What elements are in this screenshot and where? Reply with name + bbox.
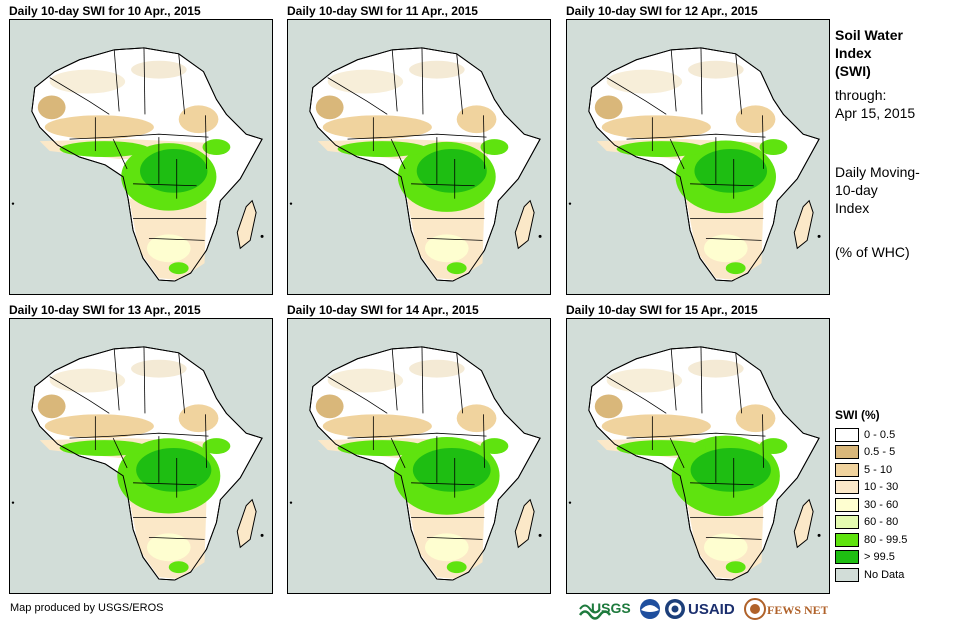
legend-label: No Data (864, 568, 905, 581)
usgs-logo: USGS (578, 600, 631, 620)
legend-label: 0 - 0.5 (864, 428, 896, 441)
agency-logos: USGS USAID FEWS NET (578, 598, 828, 620)
legend-item: 60 - 80 (835, 514, 907, 532)
credit-text: Map produced by USGS/EROS (10, 602, 164, 614)
legend-label: 0.5 - 5 (864, 446, 896, 459)
swi-map (287, 318, 551, 594)
noaa-logo (640, 599, 660, 619)
legend-item: 0 - 0.5 (835, 426, 907, 444)
legend-item: 10 - 30 (835, 479, 907, 497)
legend-swatch (835, 550, 859, 565)
legend-swatch (835, 462, 859, 477)
units-label: (% of WHC) (835, 244, 910, 260)
legend-label: 60 - 80 (864, 516, 899, 529)
panel-title: Daily 10-day SWI for 15 Apr., 2015 (566, 303, 758, 317)
product-title: Soil Water Index (SWI) (835, 27, 903, 79)
legend-swatch (835, 445, 859, 460)
legend-label: 80 - 99.5 (864, 533, 908, 546)
legend-label: 5 - 10 (864, 463, 893, 476)
panel-title: Daily 10-day SWI for 10 Apr., 2015 (9, 4, 201, 18)
panel-title: Daily 10-day SWI for 11 Apr., 2015 (287, 4, 478, 18)
legend-swatch (835, 480, 859, 495)
legend: SWI (%) 0 - 0.5 0.5 - 5 5 - 10 10 - 30 30 - … (835, 408, 907, 584)
legend-label: > 99.5 (864, 551, 895, 564)
svg-text:FEWS NET: FEWS NET (767, 603, 828, 617)
swi-map (287, 19, 551, 295)
legend-item: No Data (835, 566, 907, 584)
legend-swatch (835, 497, 859, 512)
swi-map (566, 318, 830, 594)
panel-title: Daily 10-day SWI for 12 Apr., 2015 (566, 4, 758, 18)
legend-swatch (835, 567, 859, 582)
legend-swatch (835, 532, 859, 547)
legend-title: SWI (%) (835, 408, 880, 422)
legend-swatch (835, 427, 859, 442)
svg-text:USGS: USGS (591, 600, 631, 616)
legend-item: 80 - 99.5 (835, 531, 907, 549)
legend-item: 5 - 10 (835, 461, 907, 479)
through-date: through: Apr 15, 2015 (835, 87, 916, 121)
swi-map (566, 19, 830, 295)
legend-item: 0.5 - 5 (835, 444, 907, 462)
legend-label: 10 - 30 (864, 481, 899, 494)
swi-map (9, 19, 273, 295)
svg-text:USAID: USAID (688, 601, 735, 618)
legend-item: 30 - 60 (835, 496, 907, 514)
fewsnet-logo: FEWS NET (744, 598, 828, 620)
legend-label: 30 - 60 (864, 498, 899, 511)
panel-title: Daily 10-day SWI for 14 Apr., 2015 (287, 303, 479, 317)
doi-seal (665, 599, 685, 619)
panel-title: Daily 10-day SWI for 13 Apr., 2015 (9, 303, 201, 317)
legend-item: > 99.5 (835, 549, 907, 567)
swi-map (9, 318, 273, 594)
usaid-logo: USAID (688, 601, 735, 618)
index-description: Daily Moving- 10-day Index (835, 164, 920, 216)
legend-swatch (835, 515, 859, 530)
